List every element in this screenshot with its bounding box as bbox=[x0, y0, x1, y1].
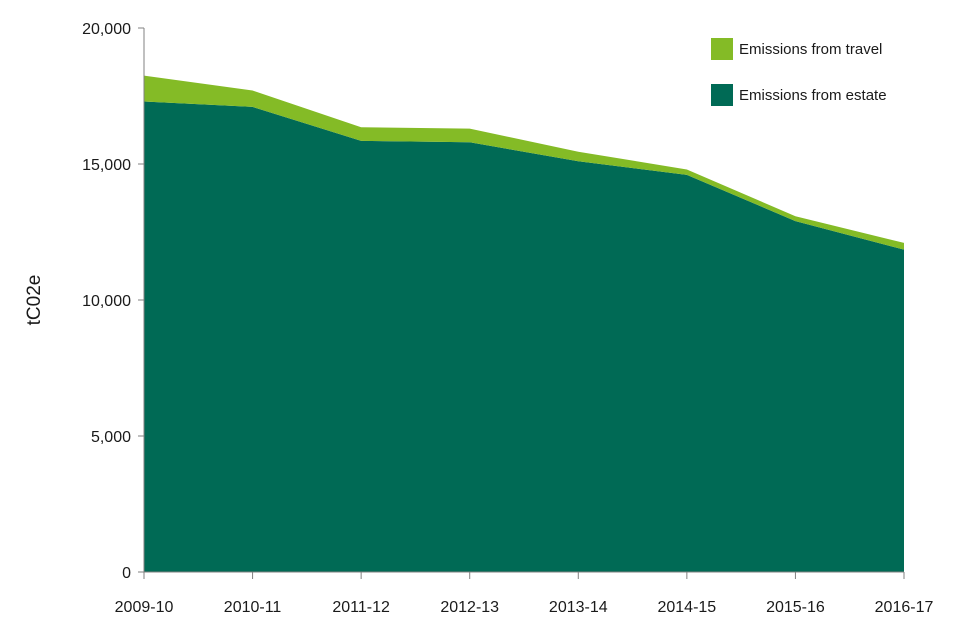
x-tick-label: 2013-14 bbox=[549, 599, 608, 616]
x-tick-label: 2016-17 bbox=[875, 599, 934, 616]
legend-label-emissions-from-travel: Emissions from travel bbox=[739, 41, 882, 58]
x-tick-label: 2010-11 bbox=[224, 599, 282, 616]
x-tick-label: 2011-12 bbox=[332, 599, 390, 616]
x-tick-label: 2012-13 bbox=[440, 599, 499, 616]
y-tick-label: 15,000 bbox=[82, 157, 131, 174]
x-tick-label: 2009-10 bbox=[115, 599, 174, 616]
x-tick-label: 2015-16 bbox=[766, 599, 825, 616]
y-tick-label: 10,000 bbox=[82, 293, 131, 310]
area-emissions-from-travel bbox=[144, 75, 904, 250]
y-tick-label: 0 bbox=[122, 565, 131, 582]
x-tick-label: 2014-15 bbox=[657, 599, 716, 616]
area-emissions-from-estate bbox=[144, 101, 904, 572]
y-tick-label: 5,000 bbox=[91, 429, 131, 446]
legend-swatch-emissions-from-estate bbox=[711, 84, 733, 106]
y-axis-title: tC02e bbox=[24, 275, 45, 326]
legend-swatch-emissions-from-travel bbox=[711, 38, 733, 60]
y-tick-label: 20,000 bbox=[82, 21, 131, 38]
legend-label-emissions-from-estate: Emissions from estate bbox=[739, 87, 887, 104]
